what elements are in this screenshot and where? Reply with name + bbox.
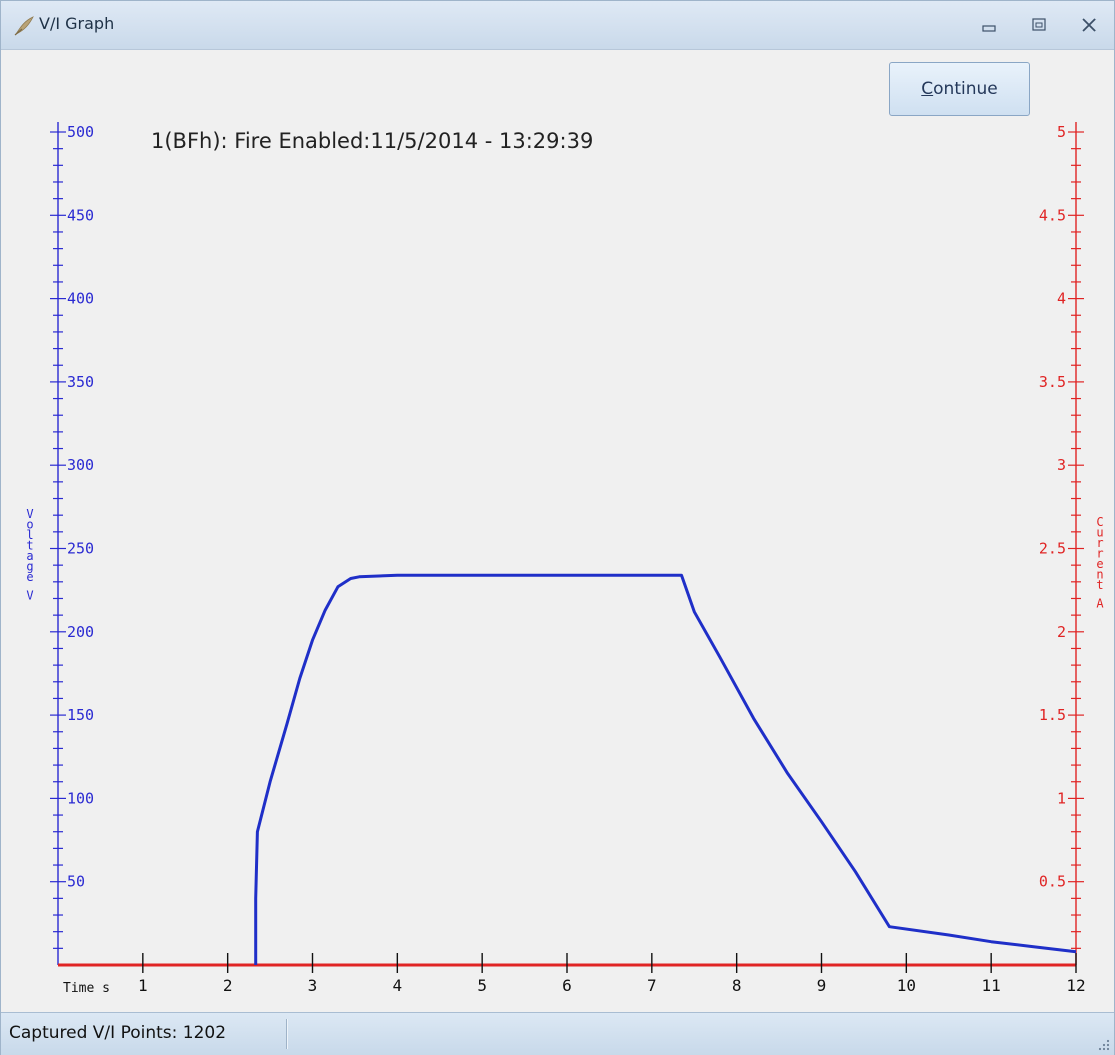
voltage-tick-label: 50 bbox=[67, 873, 85, 891]
app-feather-icon bbox=[14, 16, 34, 36]
current-axis-label-char: e bbox=[1096, 557, 1103, 571]
current-tick-label: 2 bbox=[1057, 623, 1066, 641]
current-tick-label: 3 bbox=[1057, 456, 1066, 474]
current-axis-label-char: C bbox=[1096, 515, 1103, 529]
time-tick-label: 8 bbox=[732, 976, 742, 995]
current-tick-label: 4 bbox=[1057, 290, 1066, 308]
title-bar[interactable]: V/I Graph bbox=[1, 1, 1114, 50]
current-tick-label: 2.5 bbox=[1039, 540, 1066, 558]
current-axis-label-char: n bbox=[1096, 568, 1103, 582]
current-axis-label-char: r bbox=[1096, 547, 1103, 561]
time-tick-label: 2 bbox=[223, 976, 233, 995]
voltage-tick-label: 400 bbox=[67, 290, 94, 308]
current-axis-label-char: u bbox=[1096, 526, 1103, 540]
voltage-axis-label-char: g bbox=[26, 560, 33, 574]
time-axis-label: Time s bbox=[63, 981, 110, 996]
voltage-tick-label: 150 bbox=[67, 706, 94, 724]
voltage-axis-label-char: e bbox=[26, 570, 33, 584]
voltage-tick-label: 350 bbox=[67, 373, 94, 391]
continue-mnemonic: C bbox=[921, 79, 934, 99]
restore-button[interactable] bbox=[1028, 15, 1050, 35]
close-button[interactable] bbox=[1078, 15, 1100, 35]
voltage-axis-label-char: V bbox=[26, 589, 33, 603]
close-icon bbox=[1082, 18, 1097, 32]
time-tick-label: 6 bbox=[562, 976, 572, 995]
current-tick-label: 5 bbox=[1057, 123, 1066, 141]
resize-grip-icon[interactable] bbox=[1096, 1037, 1110, 1051]
voltage-axis-label-char: V bbox=[26, 507, 33, 521]
time-tick-label: 4 bbox=[393, 976, 403, 995]
current-tick-label: 3.5 bbox=[1039, 373, 1066, 391]
time-tick-label: 1 bbox=[138, 976, 148, 995]
status-separator bbox=[286, 1019, 287, 1049]
voltage-axis-label-char: t bbox=[26, 539, 33, 553]
time-tick-label: 11 bbox=[982, 976, 1001, 995]
current-tick-label: 0.5 bbox=[1039, 873, 1066, 891]
time-tick-label: 12 bbox=[1066, 976, 1085, 995]
voltage-tick-label: 200 bbox=[67, 623, 94, 641]
current-tick-label: 1.5 bbox=[1039, 706, 1066, 724]
voltage-axis-label-char: a bbox=[26, 549, 33, 563]
restore-icon bbox=[1032, 18, 1046, 31]
window-title: V/I Graph bbox=[39, 14, 115, 33]
minimize-button[interactable] bbox=[978, 15, 1000, 35]
voltage-tick-label: 250 bbox=[67, 540, 94, 558]
time-tick-label: 7 bbox=[647, 976, 657, 995]
current-tick-label: 1 bbox=[1057, 789, 1066, 807]
voltage-axis-label-char: l bbox=[26, 528, 33, 542]
status-bar: Captured V/I Points: 1202 bbox=[1, 1012, 1114, 1055]
voltage-axis-label-char: o bbox=[26, 518, 33, 532]
time-tick-label: 3 bbox=[308, 976, 318, 995]
vi-chart: 50100150200250300350400450500VoltageV0.5… bbox=[26, 122, 1104, 996]
graph-title: 1(BFh): Fire Enabled:11/5/2014 - 13:29:3… bbox=[151, 129, 594, 153]
current-axis-label-char: t bbox=[1096, 578, 1103, 592]
current-axis-label-char: A bbox=[1096, 597, 1104, 611]
time-tick-label: 9 bbox=[817, 976, 827, 995]
voltage-tick-label: 300 bbox=[67, 456, 94, 474]
voltage-tick-label: 450 bbox=[67, 206, 94, 224]
current-tick-label: 4.5 bbox=[1039, 206, 1066, 224]
time-tick-label: 10 bbox=[897, 976, 916, 995]
minimize-icon bbox=[982, 25, 996, 32]
current-axis-label-char: r bbox=[1096, 536, 1103, 550]
voltage-series-line bbox=[254, 573, 1077, 965]
continue-label: ontinue bbox=[933, 79, 998, 99]
vi-graph-panel: 1(BFh): Fire Enabled:11/5/2014 - 13:29:3… bbox=[1, 50, 1114, 1012]
voltage-tick-label: 100 bbox=[67, 789, 94, 807]
time-tick-label: 5 bbox=[477, 976, 487, 995]
voltage-tick-label: 500 bbox=[67, 123, 94, 141]
captured-points-status: Captured V/I Points: 1202 bbox=[9, 1023, 227, 1043]
